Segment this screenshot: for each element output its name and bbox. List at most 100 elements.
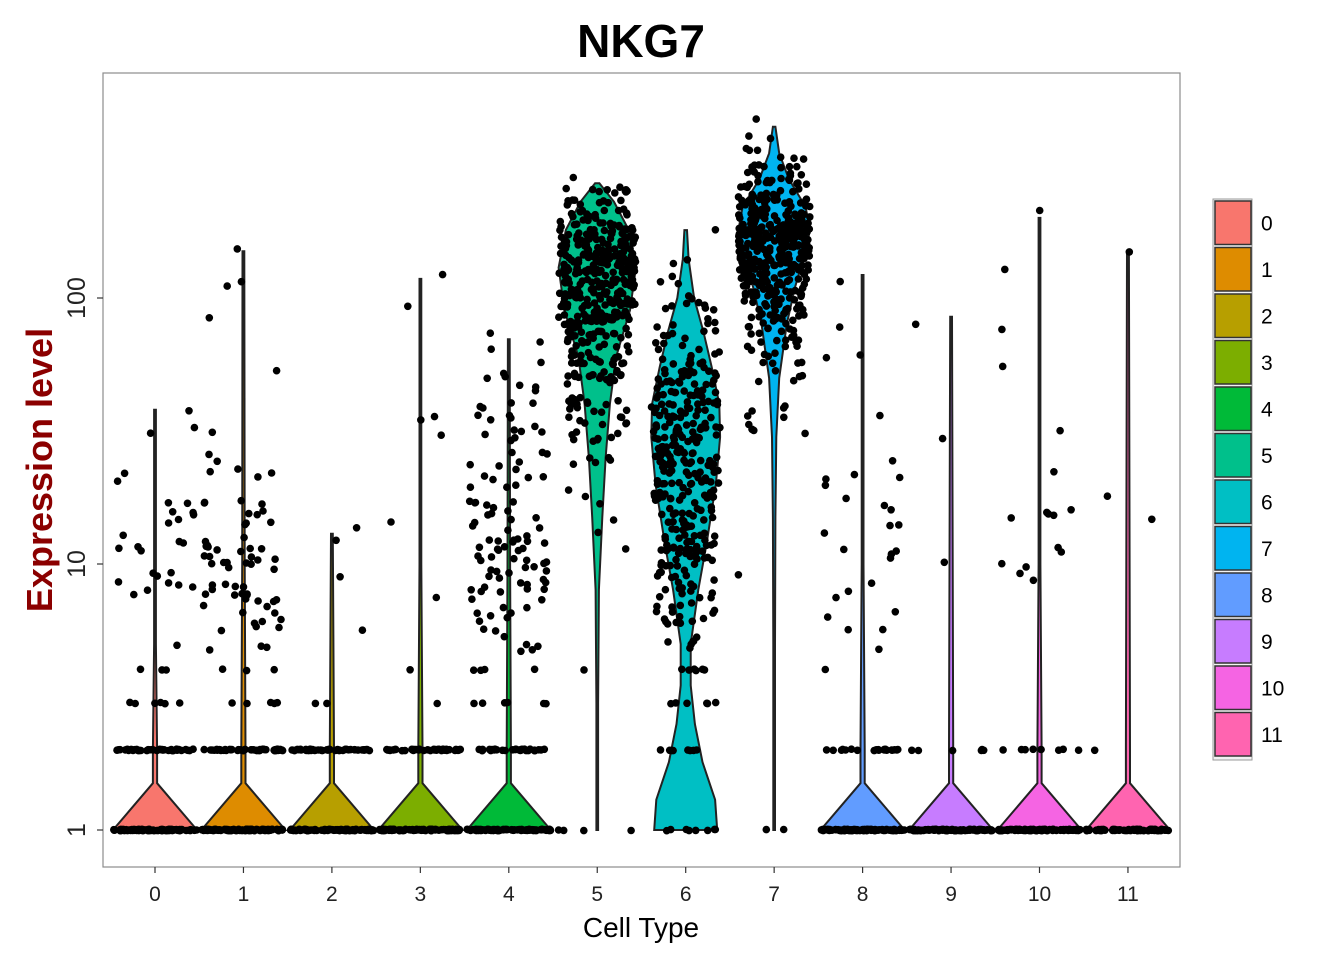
- data-point: [974, 825, 983, 834]
- data-point: [535, 524, 544, 532]
- data-point: [653, 572, 662, 580]
- legend-label-10: 10: [1261, 677, 1284, 700]
- x-tick-label: 4: [503, 883, 515, 906]
- data-point: [1016, 825, 1024, 834]
- data-point: [654, 435, 662, 443]
- data-point: [622, 324, 630, 333]
- data-point: [476, 402, 485, 411]
- data-point: [772, 288, 780, 296]
- data-point: [844, 625, 852, 634]
- data-point: [329, 826, 338, 834]
- data-point: [270, 565, 278, 574]
- data-point: [500, 632, 509, 641]
- data-point: [355, 826, 364, 834]
- data-point: [919, 826, 928, 835]
- data-point: [879, 625, 887, 634]
- data-point: [512, 465, 520, 474]
- data-point: [778, 281, 786, 289]
- data-point: [522, 640, 531, 649]
- data-point: [531, 746, 539, 755]
- data-point: [668, 302, 676, 310]
- data-point: [774, 313, 782, 322]
- data-point: [526, 826, 535, 834]
- data-point: [610, 245, 619, 253]
- data-point: [764, 352, 773, 361]
- data-point: [475, 543, 484, 552]
- data-point: [1122, 826, 1130, 835]
- data-point: [529, 399, 537, 408]
- data-point: [466, 826, 475, 835]
- data-point: [609, 329, 618, 338]
- data-point: [698, 547, 707, 555]
- data-point: [701, 536, 709, 544]
- data-point: [311, 746, 319, 755]
- data-point: [167, 826, 176, 835]
- legend-swatch-9: [1214, 618, 1252, 664]
- data-point: [1022, 563, 1030, 571]
- data-point: [714, 479, 723, 487]
- data-point: [417, 416, 425, 424]
- violin-8: [818, 274, 907, 831]
- data-point: [661, 490, 669, 498]
- data-point: [701, 406, 709, 415]
- data-point: [385, 746, 394, 754]
- data-point: [540, 539, 549, 547]
- x-tick-label: 7: [768, 883, 780, 906]
- data-point: [703, 699, 711, 708]
- y-axis-label: Expression level: [19, 328, 60, 612]
- data-point: [770, 274, 779, 282]
- data-point: [277, 615, 285, 624]
- data-point: [487, 509, 496, 518]
- data-point: [743, 226, 751, 234]
- data-point: [748, 163, 756, 171]
- data-point: [514, 535, 522, 543]
- data-point: [659, 459, 668, 468]
- data-point: [206, 826, 215, 834]
- plot-panel: [102, 72, 1181, 868]
- data-point: [840, 545, 848, 554]
- data-point: [559, 302, 568, 310]
- data-point: [773, 336, 781, 345]
- data-point: [771, 349, 779, 358]
- data-point: [999, 746, 1007, 754]
- data-point: [1056, 426, 1064, 435]
- data-point: [595, 187, 603, 196]
- data-point: [336, 573, 344, 581]
- data-point: [237, 547, 245, 556]
- data-point: [569, 173, 578, 182]
- data-point: [661, 585, 670, 594]
- data-point: [430, 412, 439, 421]
- data-point: [822, 353, 831, 362]
- data-point: [614, 429, 622, 438]
- data-point: [503, 483, 511, 492]
- data-point: [895, 473, 904, 482]
- data-point: [766, 134, 775, 143]
- data-point: [690, 380, 699, 388]
- data-point: [698, 665, 707, 674]
- data-point: [404, 302, 412, 311]
- data-point: [789, 316, 797, 325]
- data-point: [358, 746, 367, 754]
- data-point: [628, 224, 636, 232]
- data-point: [880, 501, 889, 510]
- data-point: [207, 559, 216, 568]
- data-point: [258, 500, 266, 508]
- data-point: [711, 369, 719, 377]
- data-point: [658, 355, 667, 364]
- data-point: [769, 190, 778, 199]
- data-point: [695, 593, 704, 602]
- data-point: [674, 578, 683, 587]
- data-point: [539, 473, 548, 481]
- data-point: [137, 746, 145, 755]
- data-point: [790, 154, 798, 162]
- data-point: [743, 278, 751, 287]
- data-point: [780, 413, 788, 422]
- data-point: [136, 665, 145, 674]
- data-point: [120, 469, 129, 478]
- data-point: [743, 342, 752, 351]
- x-tick-label: 0: [149, 883, 161, 906]
- data-point: [604, 198, 612, 207]
- data-point: [432, 593, 441, 602]
- data-point: [189, 511, 198, 519]
- data-point: [119, 531, 127, 540]
